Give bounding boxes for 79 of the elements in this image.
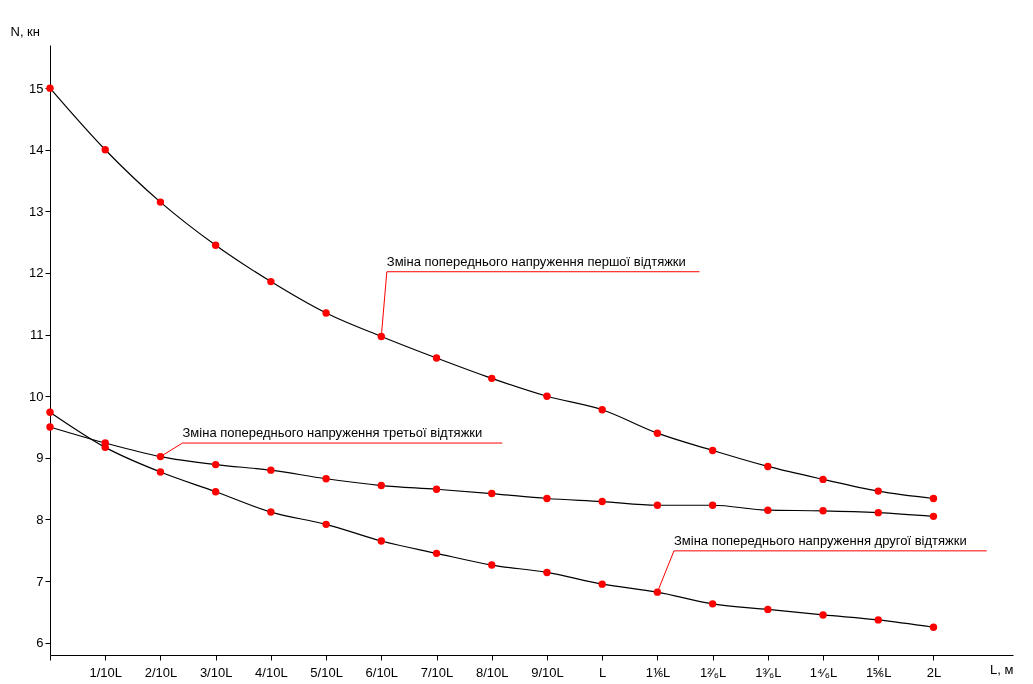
point bbox=[819, 611, 827, 619]
point bbox=[929, 494, 938, 503]
point bbox=[653, 588, 662, 596]
x-tick-label: 8/10L bbox=[475, 664, 509, 680]
y-tick-label: 14 bbox=[29, 142, 44, 158]
x-tick-label: 1/10L bbox=[89, 664, 122, 680]
point bbox=[267, 508, 275, 516]
point bbox=[488, 374, 496, 383]
x-tick-label: 1⅚L bbox=[866, 664, 892, 680]
point bbox=[267, 277, 275, 286]
point bbox=[211, 241, 220, 249]
point bbox=[156, 198, 165, 206]
point bbox=[874, 508, 882, 517]
annotation: Зміна попереднього напруження першої відтяжки bbox=[386, 253, 686, 269]
point bbox=[432, 354, 441, 362]
x-axis-title: L, м bbox=[990, 661, 1014, 677]
x-tick-label: 1³⁄₆L bbox=[755, 664, 782, 680]
y-tick-label: 8 bbox=[36, 511, 44, 527]
point bbox=[708, 600, 717, 608]
x-tick-label: 2L bbox=[926, 664, 942, 680]
x-tick-label: 4/10L bbox=[255, 664, 288, 680]
y-tick-label: 11 bbox=[30, 327, 44, 343]
point bbox=[377, 537, 386, 545]
point bbox=[377, 481, 386, 490]
x-tick-label: 2/10L bbox=[144, 664, 178, 680]
point bbox=[322, 520, 330, 529]
y-tick-label: 7 bbox=[36, 573, 44, 589]
point bbox=[267, 466, 275, 474]
x-tick-label: 7/10L bbox=[420, 664, 454, 680]
point bbox=[46, 408, 54, 416]
point bbox=[432, 485, 441, 493]
point bbox=[377, 332, 386, 341]
point bbox=[543, 568, 551, 577]
y-tick-label: 12 bbox=[29, 265, 44, 281]
point bbox=[598, 406, 606, 414]
point bbox=[322, 309, 330, 317]
point bbox=[211, 460, 220, 469]
point bbox=[432, 549, 441, 558]
y-tick-label: 6 bbox=[36, 635, 44, 651]
x-tick-label: 5/10L bbox=[310, 664, 343, 680]
x-tick-label: L bbox=[599, 664, 607, 680]
point bbox=[819, 507, 827, 515]
annotation: Зміна попереднього напруження другої відтяжки bbox=[673, 532, 967, 548]
point bbox=[653, 429, 662, 437]
point bbox=[764, 462, 772, 471]
point bbox=[708, 446, 717, 455]
point bbox=[322, 475, 330, 483]
point bbox=[156, 468, 165, 476]
y-tick-label: 9 bbox=[36, 450, 44, 466]
point bbox=[929, 512, 938, 521]
point bbox=[156, 452, 165, 461]
point bbox=[488, 489, 496, 498]
x-tick-label: 1⅙L bbox=[645, 664, 671, 680]
point bbox=[543, 392, 551, 400]
point bbox=[819, 475, 827, 484]
point bbox=[764, 605, 772, 614]
point bbox=[708, 501, 717, 509]
point bbox=[543, 494, 551, 503]
point bbox=[598, 497, 606, 506]
point bbox=[874, 487, 882, 495]
point bbox=[653, 501, 662, 509]
x-tick-label: 6/10L bbox=[365, 664, 399, 680]
y-tick-label: 13 bbox=[29, 203, 44, 219]
x-tick-label: 1²⁄₆L bbox=[700, 664, 727, 680]
point bbox=[874, 616, 882, 624]
point bbox=[929, 623, 938, 631]
point bbox=[764, 506, 772, 514]
point bbox=[488, 561, 496, 569]
x-tick-label: 9/10L bbox=[531, 664, 564, 680]
y-tick-label: 15 bbox=[29, 80, 44, 96]
annotation: Зміна попереднього напруження третьої відтяжки bbox=[182, 425, 483, 441]
point bbox=[101, 146, 109, 154]
point bbox=[46, 423, 54, 431]
y-axis-title: N, кн bbox=[10, 23, 40, 39]
point bbox=[211, 488, 220, 496]
x-tick-label: 1⁴⁄₆L bbox=[809, 664, 838, 680]
point bbox=[598, 580, 606, 588]
x-tick-label: 3/10L bbox=[199, 664, 233, 680]
y-tick-label: 10 bbox=[29, 388, 44, 404]
